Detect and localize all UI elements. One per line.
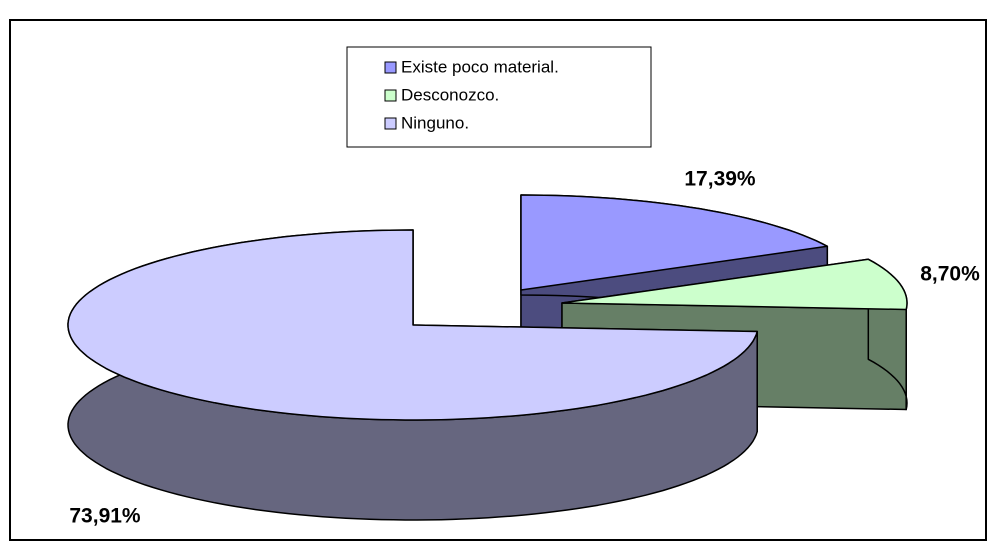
legend-label: Existe poco material. (401, 57, 559, 76)
value-label: 73,91% (69, 505, 141, 528)
value-label: 8,70% (920, 263, 980, 286)
legend-swatch (384, 117, 397, 130)
pie-slice (67, 229, 758, 521)
legend-label: Ninguno. (401, 113, 469, 132)
legend-box (346, 46, 652, 148)
value-labels: 17,39% 8,70% 73,91% (69, 168, 980, 528)
legend-label: Desconozco. (401, 85, 499, 104)
pie (67, 194, 908, 521)
slice-top (520, 194, 829, 291)
legend-swatch (384, 89, 397, 102)
slice-top (561, 258, 908, 311)
legend-swatch (384, 61, 397, 74)
legend: Existe poco material. Desconozco. Ninguno. (384, 57, 559, 132)
value-label: 17,39% (684, 168, 756, 191)
slice-top (67, 229, 758, 421)
